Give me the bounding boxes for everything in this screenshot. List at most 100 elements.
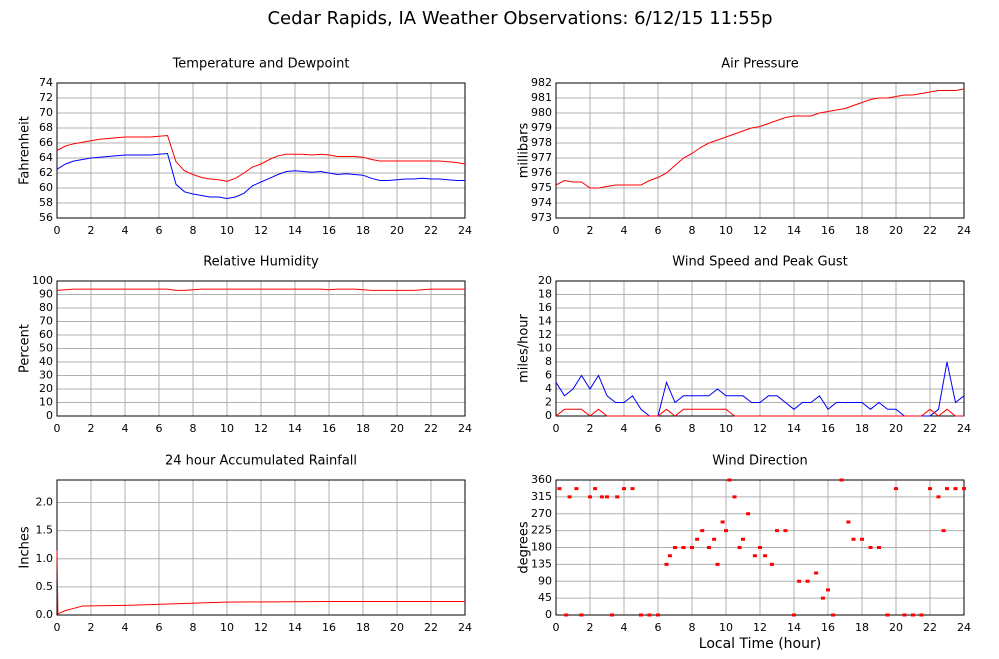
- point: [630, 487, 635, 491]
- y-axis-label: Inches: [18, 526, 33, 568]
- x-tick-label: 4: [122, 621, 129, 634]
- x-tick-label: 20: [390, 621, 404, 634]
- x-tick-label: 6: [156, 621, 163, 634]
- y-tick-label: 2.0: [36, 496, 54, 509]
- y-tick-label: 976: [531, 166, 552, 179]
- x-tick-label: 10: [220, 621, 234, 634]
- y-tick-label: 18: [538, 288, 552, 301]
- y-tick-label: 100: [32, 274, 53, 287]
- point: [758, 546, 762, 549]
- x-tick-label: 20: [390, 422, 404, 435]
- x-tick-label: 8: [190, 224, 197, 237]
- point: [775, 529, 779, 533]
- point: [894, 487, 898, 491]
- y-tick-label: 10: [39, 396, 53, 409]
- y-tick-label: 70: [39, 106, 53, 119]
- y-tick-label: 20: [538, 274, 552, 287]
- point: [741, 537, 745, 541]
- plot-frame: [555, 82, 965, 219]
- series-line: [56, 550, 465, 615]
- y-axis-label: Fahrenheit: [18, 116, 33, 185]
- x-tick-label: 20: [889, 422, 903, 435]
- x-tick-label: 20: [390, 224, 404, 237]
- plot-frame: [56, 479, 466, 616]
- y-tick-label: 6: [545, 369, 552, 382]
- x-tick-label: 4: [621, 621, 628, 634]
- x-tick-label: 16: [322, 621, 336, 634]
- point: [557, 487, 562, 491]
- y-tick-label: 977: [531, 151, 552, 164]
- y-tick-label: 1.5: [36, 524, 54, 537]
- y-tick-label: 0: [46, 409, 53, 422]
- y-tick-label: 0: [545, 409, 552, 422]
- x-tick-label: 16: [322, 224, 336, 237]
- x-tick-label: 24: [957, 621, 971, 634]
- x-tick-label: 22: [424, 621, 438, 634]
- x-tick-label: 12: [753, 621, 767, 634]
- point: [593, 487, 598, 491]
- point: [605, 495, 609, 499]
- point: [746, 512, 751, 516]
- point: [839, 478, 844, 482]
- y-tick-label: 0: [545, 608, 552, 621]
- point: [945, 487, 949, 491]
- x-tick-label: 10: [719, 422, 733, 435]
- x-tick-label: 6: [655, 422, 662, 435]
- x-tick-label: 6: [655, 224, 662, 237]
- y-tick-label: 979: [531, 121, 552, 134]
- point: [707, 546, 711, 549]
- x-tick-label: 0: [553, 224, 560, 237]
- y-tick-label: 45: [538, 591, 552, 604]
- point: [885, 613, 890, 617]
- y-tick-label: 980: [531, 106, 552, 119]
- y-tick-label: 981: [531, 91, 552, 104]
- y-axis-label: degrees: [517, 521, 532, 574]
- point: [712, 537, 717, 541]
- x-tick-label: 22: [424, 422, 438, 435]
- point: [574, 487, 579, 491]
- point: [783, 529, 788, 533]
- x-tick-label: 16: [821, 621, 835, 634]
- y-tick-label: 8: [545, 355, 552, 368]
- x-tick-label: 6: [655, 621, 662, 634]
- y-tick-label: 50: [39, 342, 53, 355]
- x-tick-label: 24: [458, 422, 472, 435]
- y-axis-label: miles/hour: [517, 313, 532, 382]
- point: [639, 613, 643, 617]
- point: [615, 495, 620, 499]
- y-tick-label: 12: [538, 328, 552, 341]
- y-tick-label: 74: [39, 76, 53, 89]
- point: [690, 546, 694, 549]
- x-tick-label: 14: [787, 422, 801, 435]
- series-line: [56, 134, 466, 182]
- point: [695, 537, 700, 541]
- point: [851, 537, 856, 541]
- x-tick-label: 8: [689, 621, 696, 634]
- point: [673, 546, 677, 549]
- y-tick-label: 225: [531, 524, 552, 537]
- x-tick-label: 12: [753, 224, 767, 237]
- point: [715, 562, 720, 566]
- x-tick-label: 6: [156, 422, 163, 435]
- y-tick-label: 68: [39, 121, 53, 134]
- x-tick-label: 0: [54, 621, 61, 634]
- y-tick-label: 72: [39, 91, 53, 104]
- x-tick-label: 24: [957, 422, 971, 435]
- y-tick-label: 0.5: [36, 580, 54, 593]
- x-tick-label: 2: [88, 224, 95, 237]
- y-tick-label: 975: [531, 181, 552, 194]
- point: [962, 487, 966, 491]
- y-tick-label: 80: [39, 301, 53, 314]
- point: [647, 613, 652, 617]
- y-tick-label: 973: [531, 211, 552, 224]
- x-tick-label: 14: [288, 422, 302, 435]
- point: [724, 529, 728, 533]
- x-tick-label: 20: [889, 621, 903, 634]
- point: [820, 596, 825, 600]
- y-tick-label: 62: [39, 166, 53, 179]
- x-tick-label: 16: [322, 422, 336, 435]
- y-tick-label: 70: [39, 315, 53, 328]
- point: [567, 495, 572, 499]
